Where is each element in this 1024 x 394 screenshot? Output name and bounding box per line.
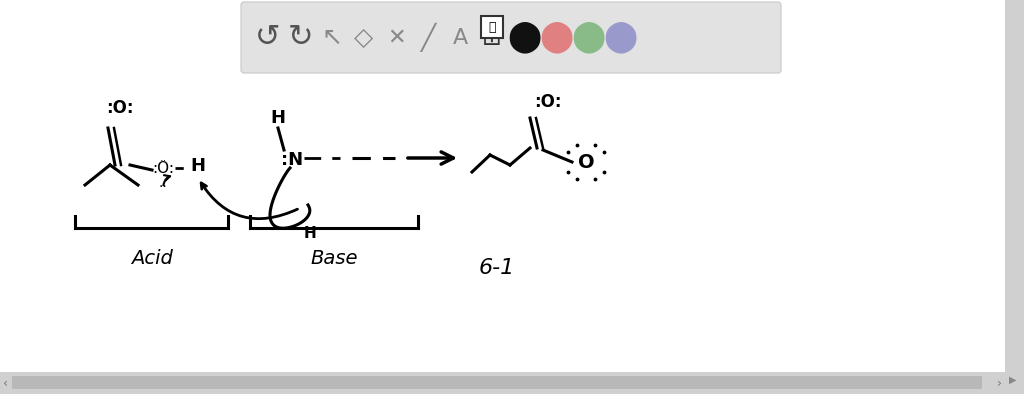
Text: ⬤: ⬤: [507, 22, 541, 53]
Text: 6-1: 6-1: [479, 258, 515, 278]
Text: Acid: Acid: [131, 249, 173, 268]
Text: ◇: ◇: [354, 26, 374, 50]
FancyBboxPatch shape: [241, 2, 781, 73]
Text: 🏔: 🏔: [488, 20, 496, 33]
Text: ⬤: ⬤: [603, 22, 637, 53]
Text: H: H: [270, 109, 286, 127]
Text: ..: ..: [160, 153, 167, 163]
Text: A: A: [453, 28, 468, 48]
Text: ↖: ↖: [322, 26, 342, 50]
Text: :O:: :O:: [106, 99, 134, 117]
Text: ›: ›: [996, 377, 1001, 390]
Text: :O:: :O:: [152, 160, 174, 175]
Text: ..: ..: [159, 176, 167, 190]
Text: ↺: ↺: [255, 23, 281, 52]
Text: ‹: ‹: [3, 377, 8, 390]
Text: Base: Base: [310, 249, 357, 268]
Text: H: H: [190, 157, 206, 175]
Text: ▶: ▶: [1010, 375, 1017, 385]
Bar: [0, 372, 1005, 394]
Text: :O:: :O:: [535, 93, 562, 111]
Text: O: O: [578, 152, 594, 171]
Bar: [1005, 0, 1024, 394]
Text: ✕: ✕: [387, 28, 406, 48]
Bar: [481, 16, 503, 38]
Text: ╱: ╱: [421, 23, 435, 52]
Text: H: H: [304, 225, 316, 240]
Text: ⬤: ⬤: [539, 22, 573, 53]
Text: :N: :N: [281, 151, 303, 169]
Bar: [12, 376, 982, 389]
Text: ⬤: ⬤: [571, 22, 605, 53]
Text: ⊞: ⊞: [482, 26, 502, 50]
Text: ↻: ↻: [288, 23, 312, 52]
